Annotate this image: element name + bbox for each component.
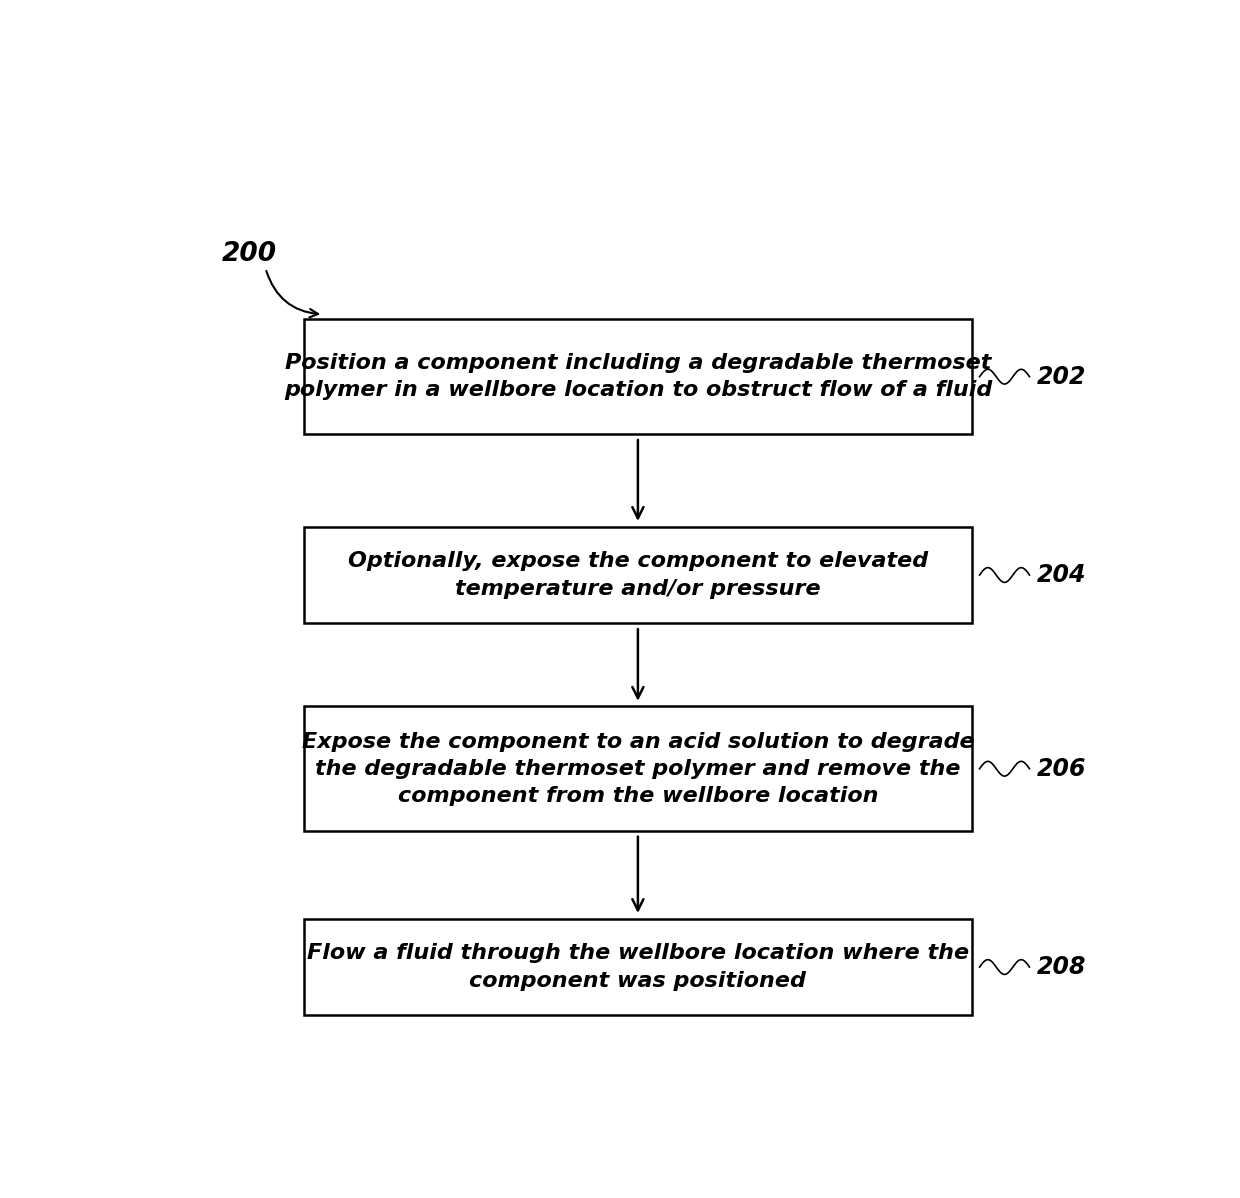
FancyBboxPatch shape [304, 527, 972, 623]
Text: 206: 206 [1037, 757, 1086, 781]
FancyBboxPatch shape [304, 919, 972, 1016]
Text: 208: 208 [1037, 955, 1086, 979]
Text: 204: 204 [1037, 563, 1086, 587]
Text: Position a component including a degradable thermoset
polymer in a wellbore loca: Position a component including a degrada… [284, 353, 992, 400]
Text: 202: 202 [1037, 364, 1086, 388]
Text: Flow a fluid through the wellbore location where the
component was positioned: Flow a fluid through the wellbore locati… [306, 944, 968, 991]
Text: Optionally, expose the component to elevated
temperature and/or pressure: Optionally, expose the component to elev… [348, 551, 928, 599]
Text: Expose the component to an acid solution to degrade
the degradable thermoset pol: Expose the component to an acid solution… [301, 732, 975, 806]
FancyBboxPatch shape [304, 319, 972, 435]
FancyBboxPatch shape [304, 707, 972, 831]
Text: 200: 200 [222, 242, 278, 267]
